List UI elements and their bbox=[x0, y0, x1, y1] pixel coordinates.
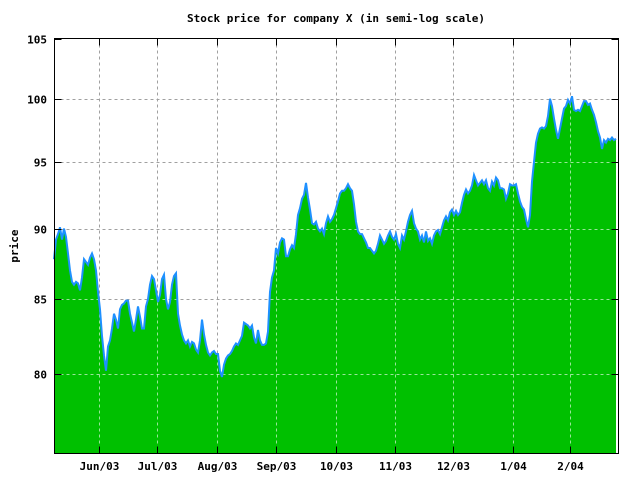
x-tick-label: 12/03 bbox=[437, 460, 470, 473]
y-tick-label: 85 bbox=[34, 294, 47, 307]
y-tick-label: 90 bbox=[34, 224, 47, 237]
y-axis-label: price bbox=[8, 229, 21, 262]
y-tick-label: 95 bbox=[34, 157, 47, 170]
price-area bbox=[54, 96, 616, 454]
x-tick-label: 11/03 bbox=[379, 460, 412, 473]
x-tick-label: Aug/03 bbox=[198, 460, 238, 473]
y-tick-label: 80 bbox=[34, 369, 47, 382]
y-tick-label: 105 bbox=[27, 34, 47, 47]
price-line bbox=[53, 95, 617, 378]
chart-title: Stock price for company X (in semi-log s… bbox=[187, 12, 485, 25]
x-tick-label: Jun/03 bbox=[80, 460, 120, 473]
x-tick-label: Sep/03 bbox=[257, 460, 297, 473]
x-tick-label: 2/04 bbox=[557, 460, 584, 473]
plot-border bbox=[54, 38, 619, 454]
x-tick-label: 10/03 bbox=[320, 460, 353, 473]
axis-ticks: 80 85 90 95 100 105 Jun/03 Jul/03 Aug/03 Sep/03 10… bbox=[27, 34, 619, 473]
x-tick-label: 1/04 bbox=[500, 460, 527, 473]
x-tick-label: Jul/03 bbox=[138, 460, 178, 473]
y-tick-label: 100 bbox=[27, 94, 47, 107]
